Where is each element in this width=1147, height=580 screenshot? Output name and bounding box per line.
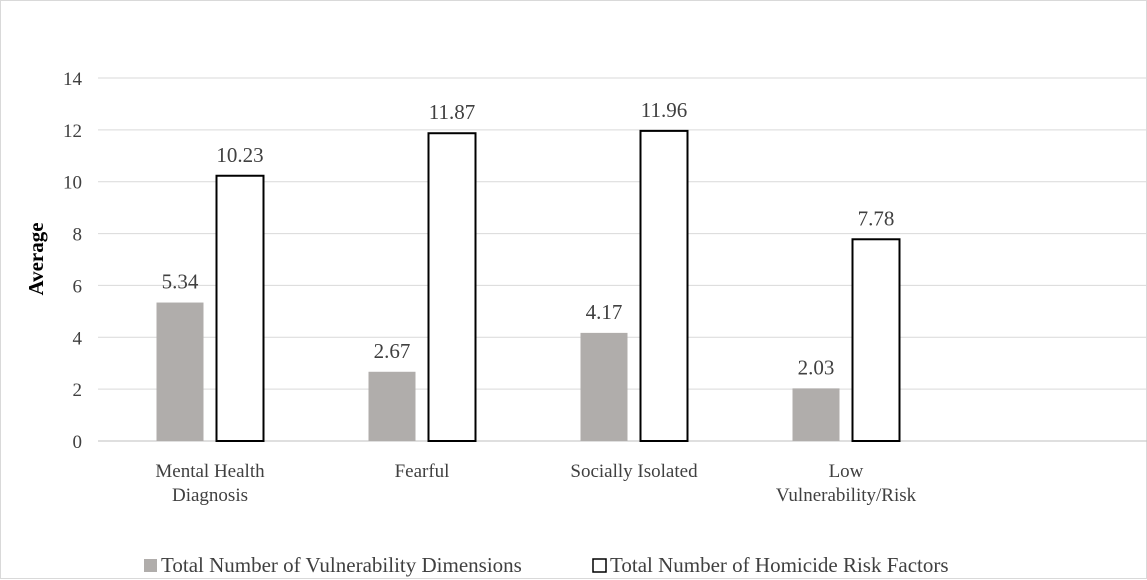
bar: [639, 129, 689, 442]
legend: Total Number of Vulnerability Dimensions…: [144, 553, 949, 577]
data-labels: 5.34 10.23 2.67 11.87 4.17 11.96 2.03 7.78: [162, 98, 895, 379]
bars: [156, 129, 901, 443]
x-tick-label: Diagnosis: [172, 485, 248, 506]
legend-label: Total Number of Vulnerability Dimensions: [161, 553, 522, 577]
y-tick-label: 8: [73, 225, 83, 246]
bar: [851, 238, 901, 442]
y-tick-label: 0: [73, 432, 83, 453]
data-label: 7.78: [858, 206, 895, 230]
y-tick-label: 10: [63, 173, 82, 194]
bar: [368, 371, 416, 441]
legend-swatch: [592, 558, 607, 573]
legend-label: Total Number of Homicide Risk Factors: [610, 553, 949, 577]
x-tick-label: Low: [829, 461, 864, 482]
y-tick-label: 2: [73, 380, 83, 401]
y-axis-label: Average: [24, 222, 48, 295]
y-axis-ticks: 0 2 4 6 8 10 12 14: [63, 69, 83, 453]
bar: [427, 132, 477, 443]
bar: [156, 302, 204, 441]
data-label: 2.67: [374, 339, 411, 363]
y-tick-label: 4: [73, 328, 83, 349]
data-label: 11.96: [641, 98, 687, 122]
x-tick-label: Mental Health: [155, 461, 265, 482]
bar: [792, 388, 840, 441]
data-label: 5.34: [162, 270, 199, 294]
data-label: 10.23: [216, 143, 263, 167]
data-label: 11.87: [429, 100, 475, 124]
data-label: 2.03: [798, 355, 835, 379]
x-axis-categories: Mental Health Diagnosis Fearful Socially Is…: [155, 461, 916, 506]
x-tick-label: Vulnerability/Risk: [776, 485, 917, 506]
x-tick-label: Socially Isolated: [570, 461, 698, 482]
legend-swatch: [144, 559, 157, 572]
y-tick-label: 12: [63, 121, 82, 142]
data-label: 4.17: [586, 300, 623, 324]
y-tick-label: 6: [73, 276, 83, 297]
x-tick-label: Fearful: [395, 461, 450, 482]
y-tick-label: 14: [63, 69, 83, 90]
bar: [580, 332, 628, 441]
bar: [215, 174, 265, 443]
